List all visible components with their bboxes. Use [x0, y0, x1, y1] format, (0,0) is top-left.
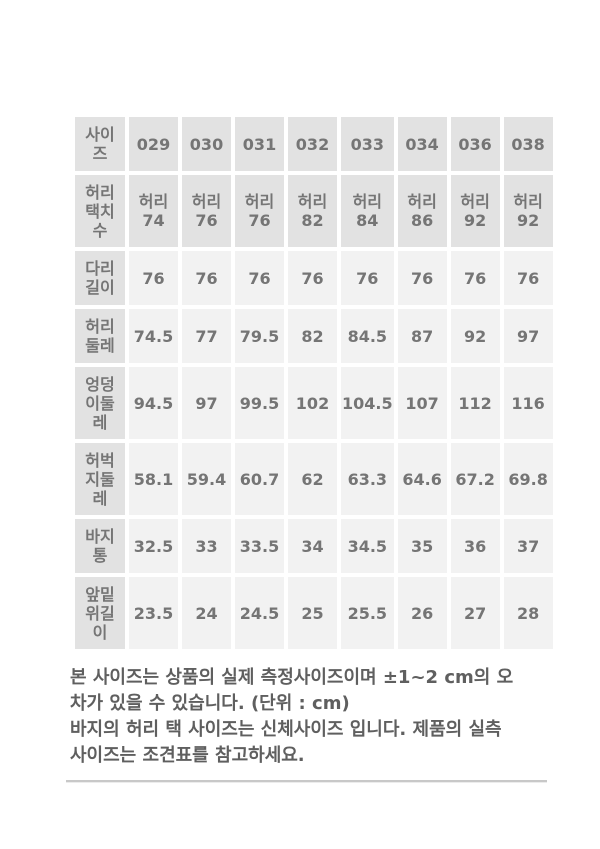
- value-cell: 104.5: [341, 367, 394, 439]
- value-cell: 76: [341, 251, 394, 305]
- size-header-cell: 허리 92: [503, 175, 553, 247]
- value-cell: 76: [450, 251, 500, 305]
- row-label-cell: 바지 통: [75, 519, 125, 573]
- value-cell: 107: [397, 367, 447, 439]
- value-cell: 62: [288, 443, 337, 515]
- value-cell: 76: [288, 251, 337, 305]
- value-cell: 32.5: [129, 519, 178, 573]
- table-row: 바지 통 32.5 33 33.5 34 34.5 35 36 37: [75, 519, 553, 573]
- size-header-cell: 허리 92: [450, 175, 500, 247]
- row-label-cell: 허벅 지둘 레: [75, 443, 125, 515]
- value-cell: 25.5: [341, 577, 394, 649]
- table-header-row: 사이 즈 029 030 031 032 033 034 036 038: [75, 117, 553, 171]
- table-row: 다리 길이 76 76 76 76 76 76 76 76: [75, 251, 553, 305]
- size-header-cell: 허리 74: [129, 175, 178, 247]
- value-cell: 76: [235, 251, 284, 305]
- value-cell: 79.5: [235, 309, 284, 363]
- note-measurement-tolerance: 본 사이즈는 상품의 실제 측정사이즈이며 ±1~2 cm의 오 차가 있을 수…: [70, 667, 514, 714]
- value-cell: 76: [397, 251, 447, 305]
- value-cell: 99.5: [235, 367, 284, 439]
- value-cell: 112: [450, 367, 500, 439]
- size-header-cell: 허리 86: [397, 175, 447, 247]
- value-cell: 35: [397, 519, 447, 573]
- value-cell: 74.5: [129, 309, 178, 363]
- row-label-cell: 허리 둘레: [75, 309, 125, 363]
- size-header-cell: 허리 84: [341, 175, 394, 247]
- size-header-cell: 허리 82: [288, 175, 337, 247]
- value-cell: 23.5: [129, 577, 178, 649]
- value-cell: 37: [503, 519, 553, 573]
- value-cell: 76: [182, 251, 231, 305]
- table-row: 허벅 지둘 레 58.1 59.4 60.7 62 63.3 64.6 67.2 69.8: [75, 443, 553, 515]
- row-label-cell: 사이 즈: [75, 117, 125, 171]
- value-cell: 94.5: [129, 367, 178, 439]
- row-label-cell: 다리 길이: [75, 251, 125, 305]
- row-label-cell: 허리 택치 수: [75, 175, 125, 247]
- value-cell: 69.8: [503, 443, 553, 515]
- size-header-cell: 031: [235, 117, 284, 171]
- value-cell: 24.5: [235, 577, 284, 649]
- value-cell: 63.3: [341, 443, 394, 515]
- size-header-cell: 038: [503, 117, 553, 171]
- value-cell: 84.5: [341, 309, 394, 363]
- value-cell: 60.7: [235, 443, 284, 515]
- size-table: 사이 즈 029 030 031 032 033 034 036 038 허리 택치 수 허리 74…: [71, 113, 557, 653]
- value-cell: 92: [450, 309, 500, 363]
- table-row: 앞밑 위길 이 23.5 24 24.5 25 25.5 26 27 28: [75, 577, 553, 649]
- row-label-cell: 앞밑 위길 이: [75, 577, 125, 649]
- value-cell: 28: [503, 577, 553, 649]
- value-cell: 77: [182, 309, 231, 363]
- value-cell: 116: [503, 367, 553, 439]
- value-cell: 33.5: [235, 519, 284, 573]
- table-header-row: 허리 택치 수 허리 74 허리 76 허리 76 허리 82 허리 84 허리 86 허리 …: [75, 175, 553, 247]
- section-divider: [66, 780, 547, 783]
- value-cell: 27: [450, 577, 500, 649]
- value-cell: 87: [397, 309, 447, 363]
- size-header-cell: 029: [129, 117, 178, 171]
- table-row: 허리 둘레 74.5 77 79.5 82 84.5 87 92 97: [75, 309, 553, 363]
- value-cell: 64.6: [397, 443, 447, 515]
- value-cell: 59.4: [182, 443, 231, 515]
- value-cell: 34: [288, 519, 337, 573]
- size-header-cell: 033: [341, 117, 394, 171]
- row-label-cell: 엉덩 이둘 레: [75, 367, 125, 439]
- value-cell: 76: [129, 251, 178, 305]
- size-header-cell: 허리 76: [182, 175, 231, 247]
- value-cell: 24: [182, 577, 231, 649]
- value-cell: 58.1: [129, 443, 178, 515]
- size-header-cell: 034: [397, 117, 447, 171]
- value-cell: 97: [182, 367, 231, 439]
- value-cell: 82: [288, 309, 337, 363]
- value-cell: 34.5: [341, 519, 394, 573]
- size-header-cell: 030: [182, 117, 231, 171]
- value-cell: 25: [288, 577, 337, 649]
- value-cell: 67.2: [450, 443, 500, 515]
- value-cell: 26: [397, 577, 447, 649]
- size-header-cell: 허리 76: [235, 175, 284, 247]
- value-cell: 36: [450, 519, 500, 573]
- note-tag-size: 바지의 허리 택 사이즈는 신체사이즈 입니다. 제품의 실측 사이즈는 조견표…: [70, 719, 502, 766]
- value-cell: 97: [503, 309, 553, 363]
- size-header-cell: 036: [450, 117, 500, 171]
- value-cell: 76: [503, 251, 553, 305]
- size-header-cell: 032: [288, 117, 337, 171]
- value-cell: 102: [288, 367, 337, 439]
- size-notes: 본 사이즈는 상품의 실제 측정사이즈이며 ±1~2 cm의 오 차가 있을 수…: [70, 665, 548, 769]
- value-cell: 33: [182, 519, 231, 573]
- table-row: 엉덩 이둘 레 94.5 97 99.5 102 104.5 107 112 116: [75, 367, 553, 439]
